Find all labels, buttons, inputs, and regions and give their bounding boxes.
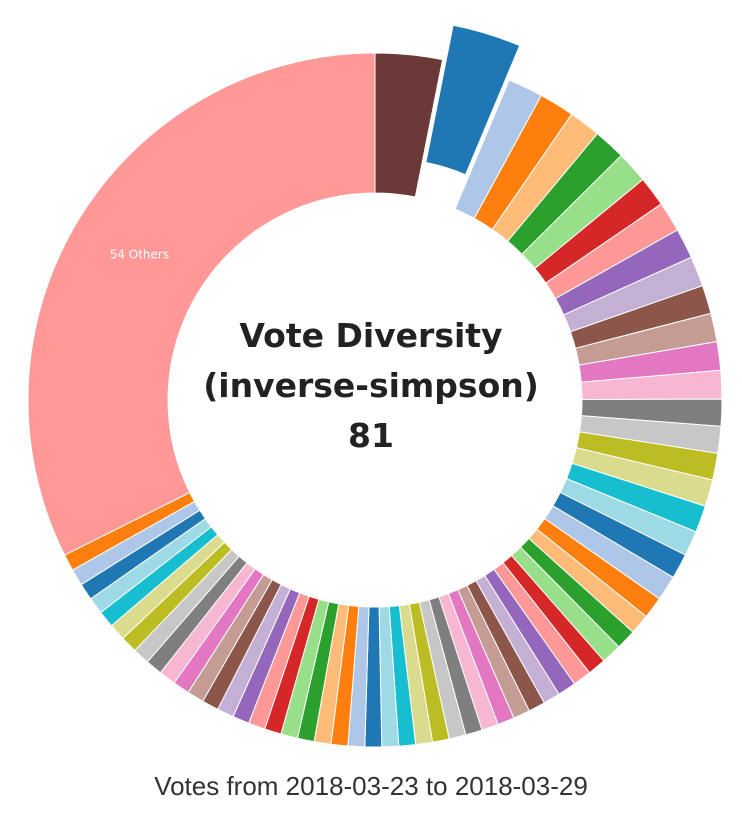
slice-2[interactable] [425,24,521,176]
center-title-line-2: (inverse-simpson) [203,366,539,405]
slice-others-label: 54 Others [110,247,169,261]
date-range-caption: Votes from 2018-03-23 to 2018-03-29 [154,771,588,801]
center-value: 81 [348,416,394,455]
slice-1[interactable] [374,52,444,198]
slice-others[interactable] [27,52,376,556]
center-title-line-1: Vote Diversity [239,316,503,355]
